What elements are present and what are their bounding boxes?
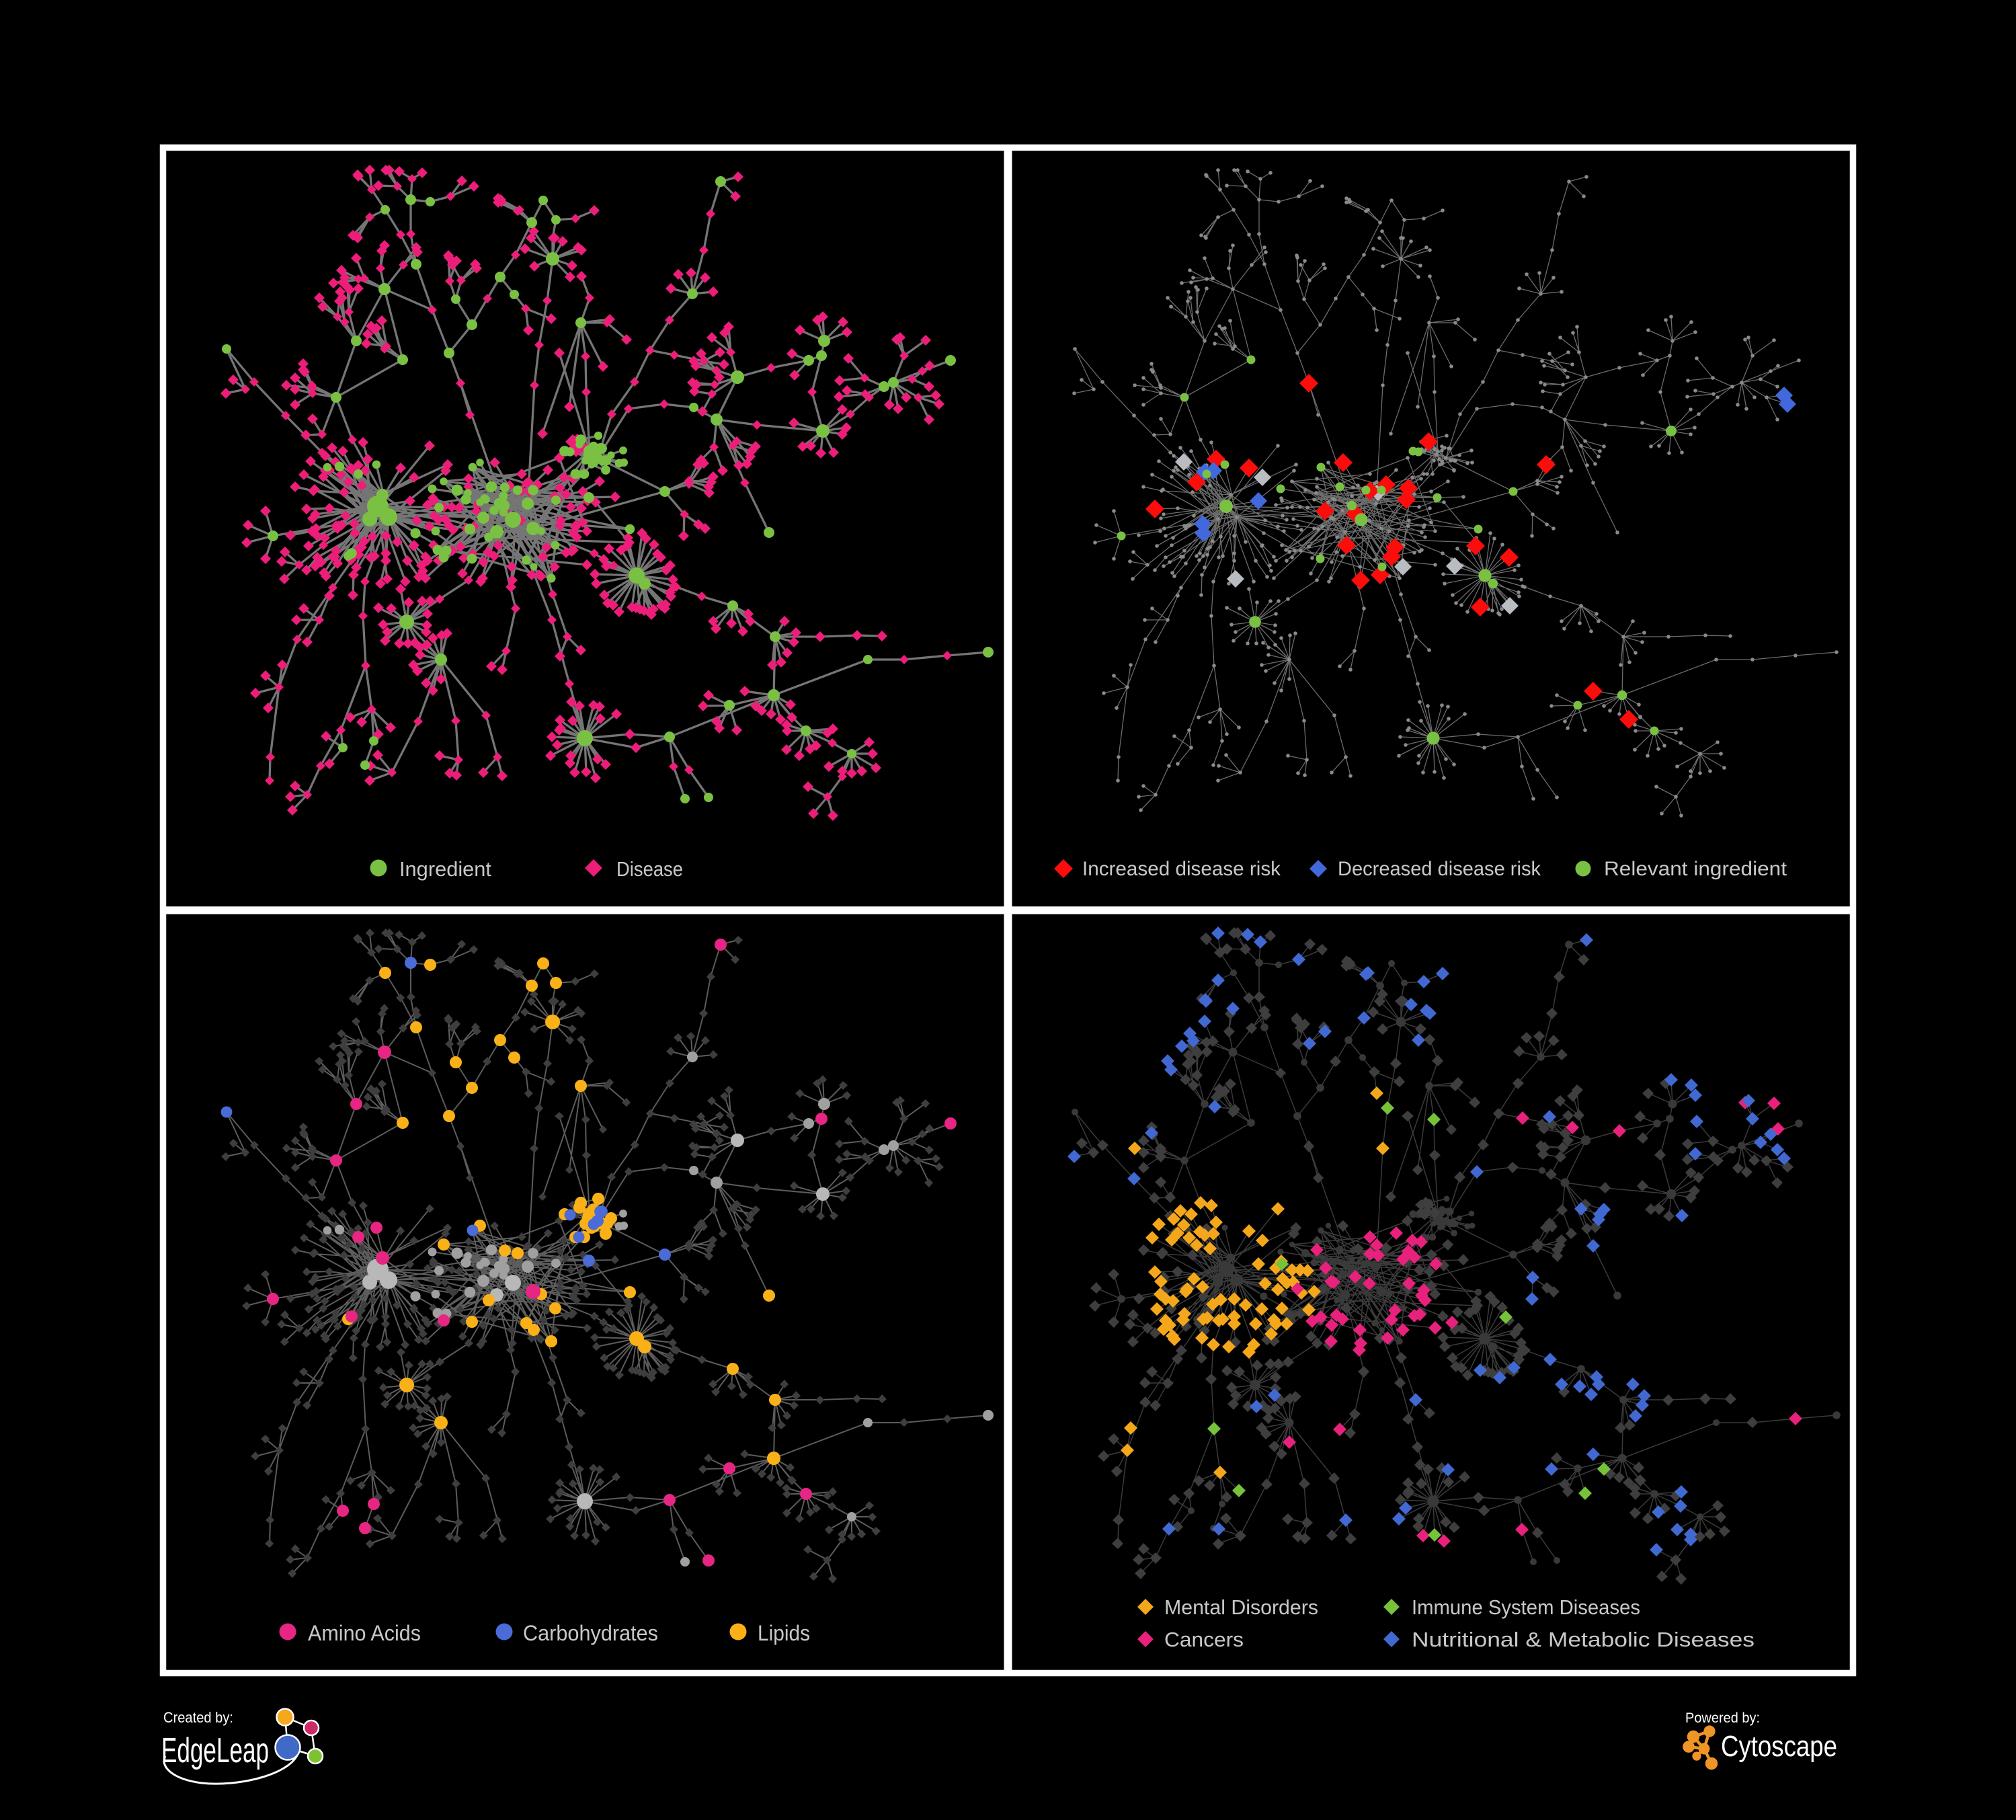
svg-text:Decreased disease risk: Decreased disease risk <box>1338 858 1541 880</box>
svg-text:Cancers: Cancers <box>1164 1628 1244 1651</box>
svg-text:Ingredient: Ingredient <box>399 857 491 881</box>
svg-text:Powered by:: Powered by: <box>1685 1710 1760 1726</box>
svg-text:Increased disease risk: Increased disease risk <box>1082 858 1281 880</box>
svg-text:Disease: Disease <box>616 857 683 881</box>
svg-text:Created by:: Created by: <box>163 1709 233 1726</box>
svg-text:EdgeLeap: EdgeLeap <box>161 1731 269 1770</box>
svg-text:Immune System Diseases: Immune System Diseases <box>1412 1595 1640 1619</box>
svg-text:Mental Disorders: Mental Disorders <box>1164 1595 1318 1619</box>
svg-text:Amino Acids: Amino Acids <box>308 1621 421 1645</box>
svg-text:Nutritional & Metabolic Diseas: Nutritional & Metabolic Diseases <box>1412 1628 1755 1651</box>
svg-text:Relevant ingredient: Relevant ingredient <box>1604 858 1787 880</box>
svg-text:Cytoscape: Cytoscape <box>1721 1730 1837 1763</box>
svg-text:Lipids: Lipids <box>758 1621 810 1645</box>
svg-text:Carbohydrates: Carbohydrates <box>523 1621 658 1645</box>
